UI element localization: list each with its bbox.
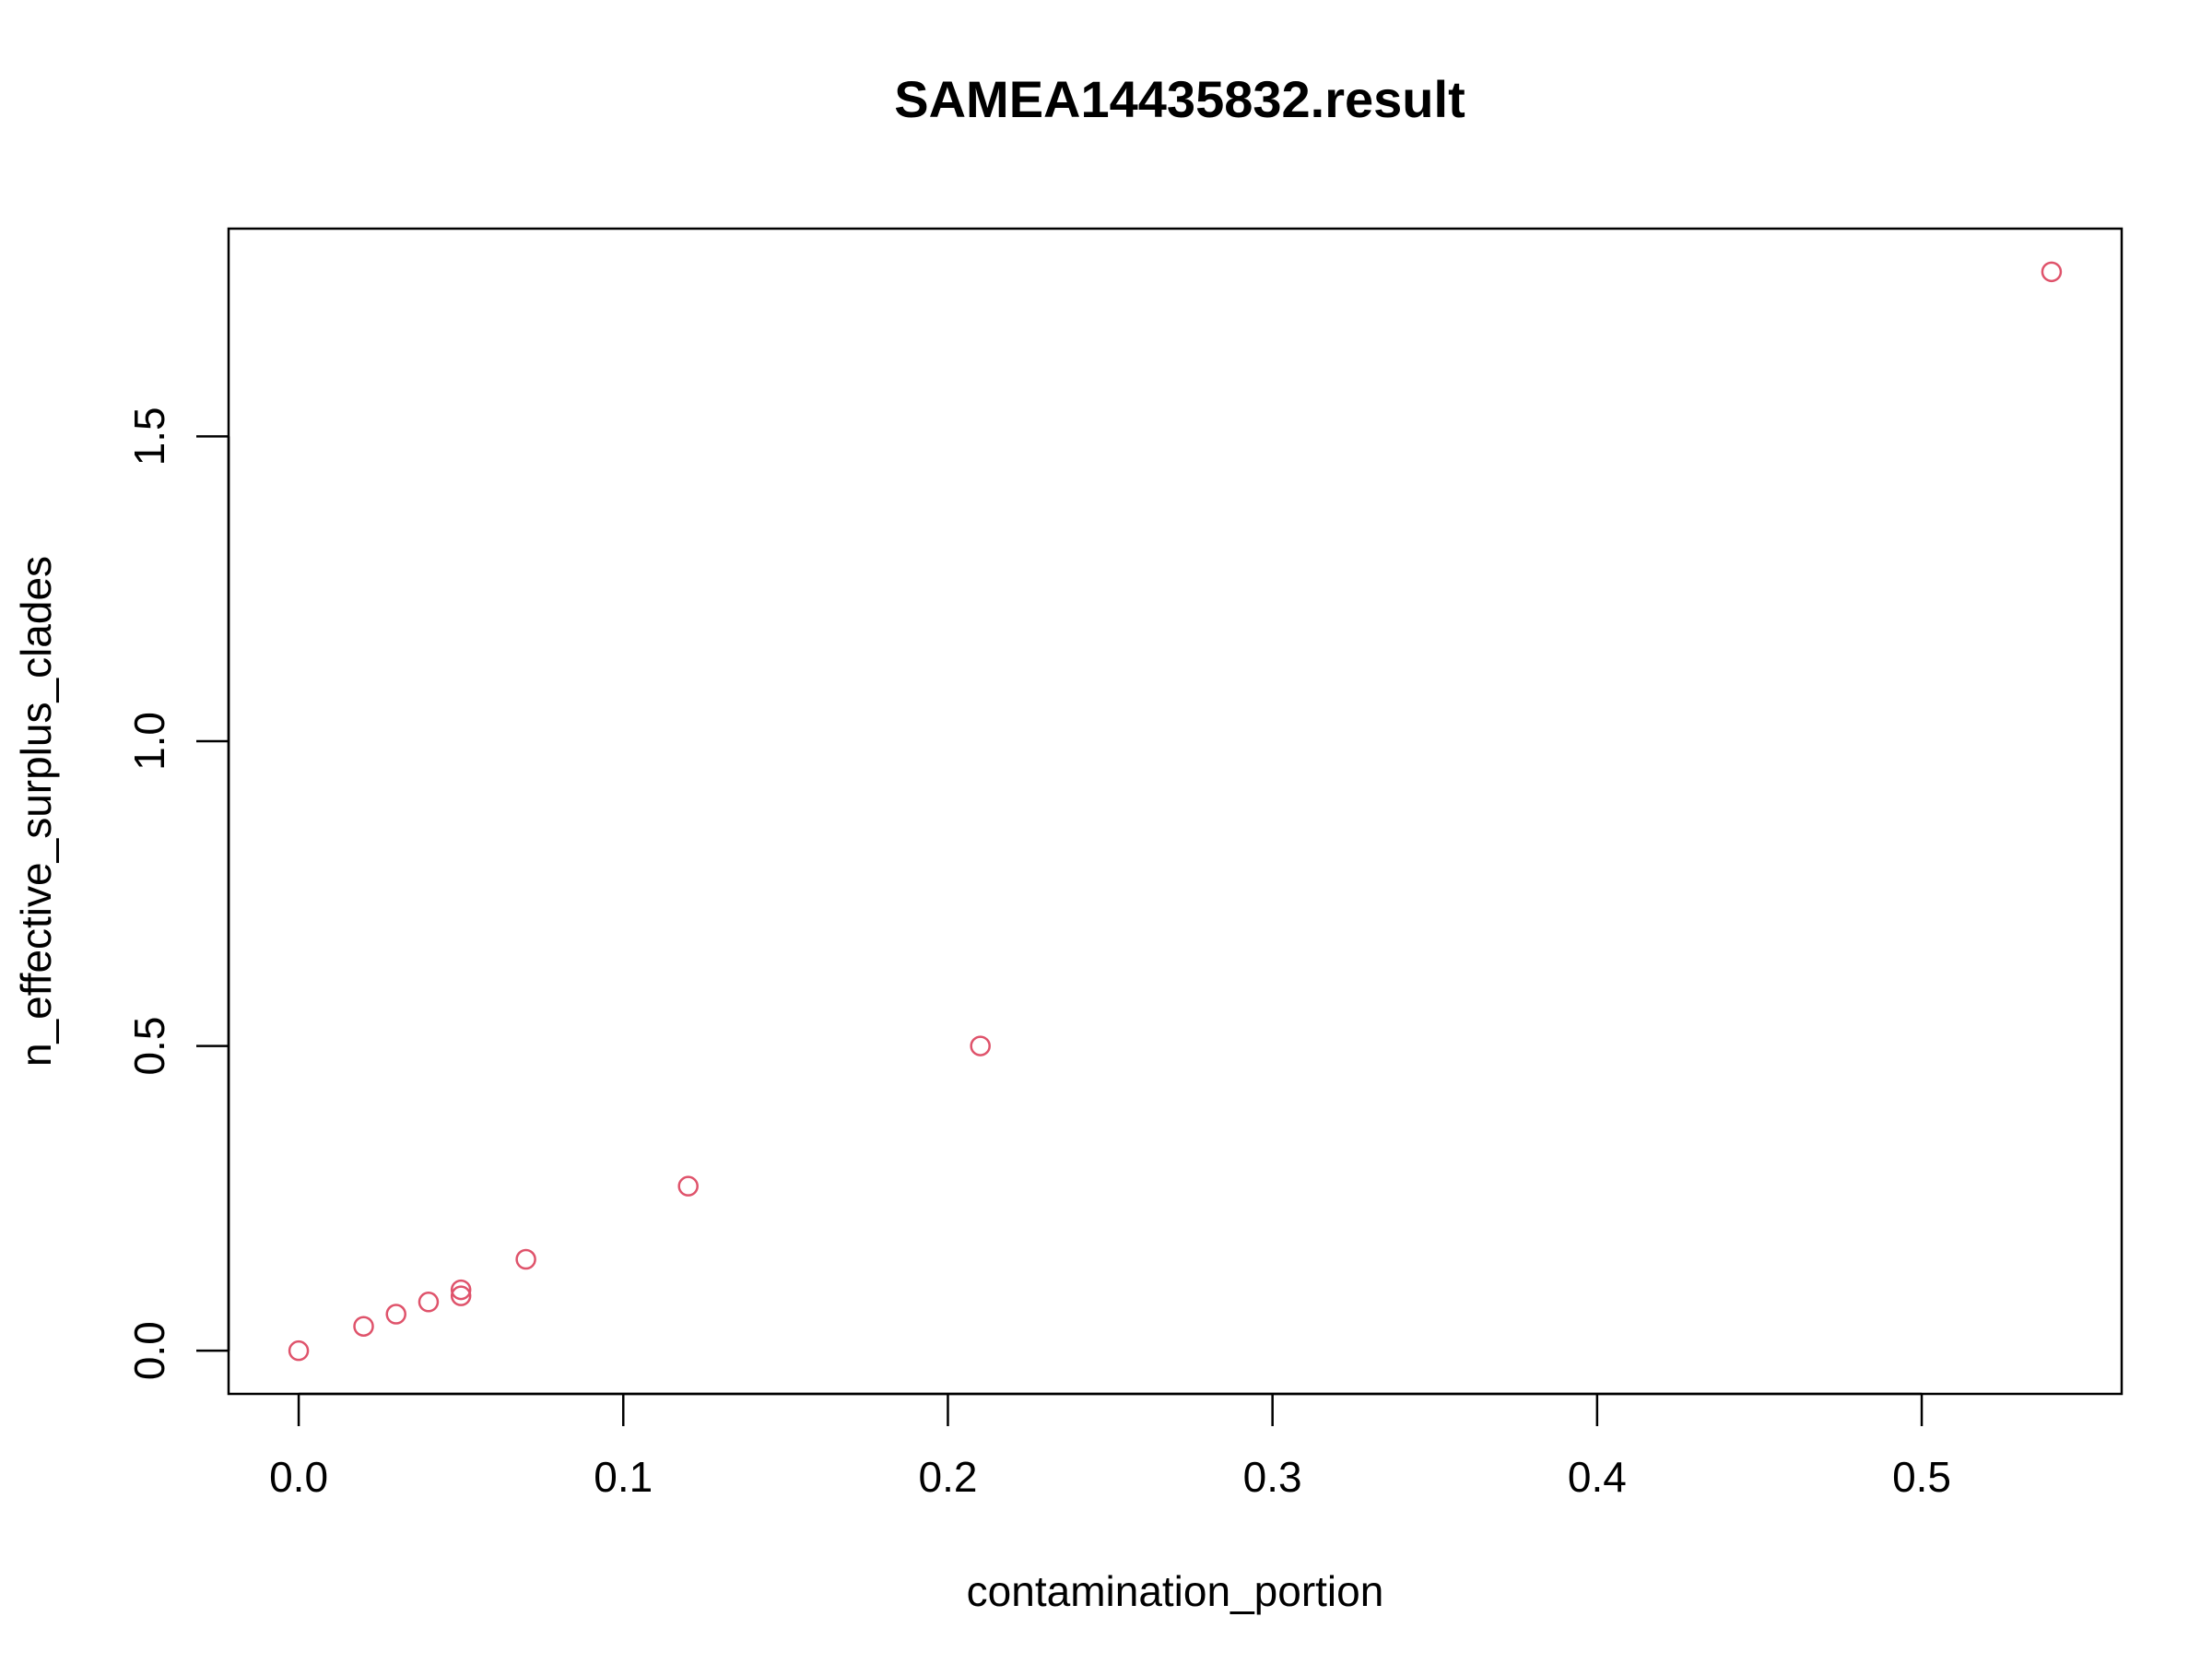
x-axis-label: contamination_portion: [967, 1567, 1384, 1615]
data-point: [677, 1175, 699, 1197]
data-point: [418, 1292, 440, 1313]
chart-title: SAMEA14435832.result: [894, 70, 1465, 128]
y-tick-label: 0.0: [125, 1321, 173, 1380]
data-point: [515, 1248, 536, 1270]
x-tick-label: 0.5: [1892, 1453, 1951, 1501]
data-point: [450, 1285, 472, 1306]
y-tick-label: 1.0: [125, 712, 173, 771]
data-point: [2041, 261, 2063, 283]
x-tick-label: 0.2: [918, 1453, 977, 1501]
x-tick-label: 0.4: [1568, 1453, 1627, 1501]
y-axis: 0.0 0.5 1.0 1.5: [125, 407, 230, 1380]
data-point: [450, 1279, 472, 1301]
data-point: [353, 1316, 374, 1337]
y-tick-label: 1.5: [125, 407, 173, 466]
data-point: [385, 1304, 406, 1325]
x-tick-label: 0.1: [594, 1453, 653, 1501]
x-tick-label: 0.0: [269, 1453, 328, 1501]
x-axis: 0.0 0.1 0.2 0.3 0.4 0.5: [269, 1392, 1951, 1501]
y-axis-label: n_effective_surplus_clades: [12, 556, 60, 1067]
x-tick-label: 0.3: [1243, 1453, 1302, 1501]
plot-frame: [227, 227, 2124, 1396]
data-point: [288, 1339, 310, 1362]
y-tick-label: 0.5: [125, 1017, 173, 1076]
data-points: [288, 261, 2063, 1362]
data-point: [970, 1035, 991, 1056]
